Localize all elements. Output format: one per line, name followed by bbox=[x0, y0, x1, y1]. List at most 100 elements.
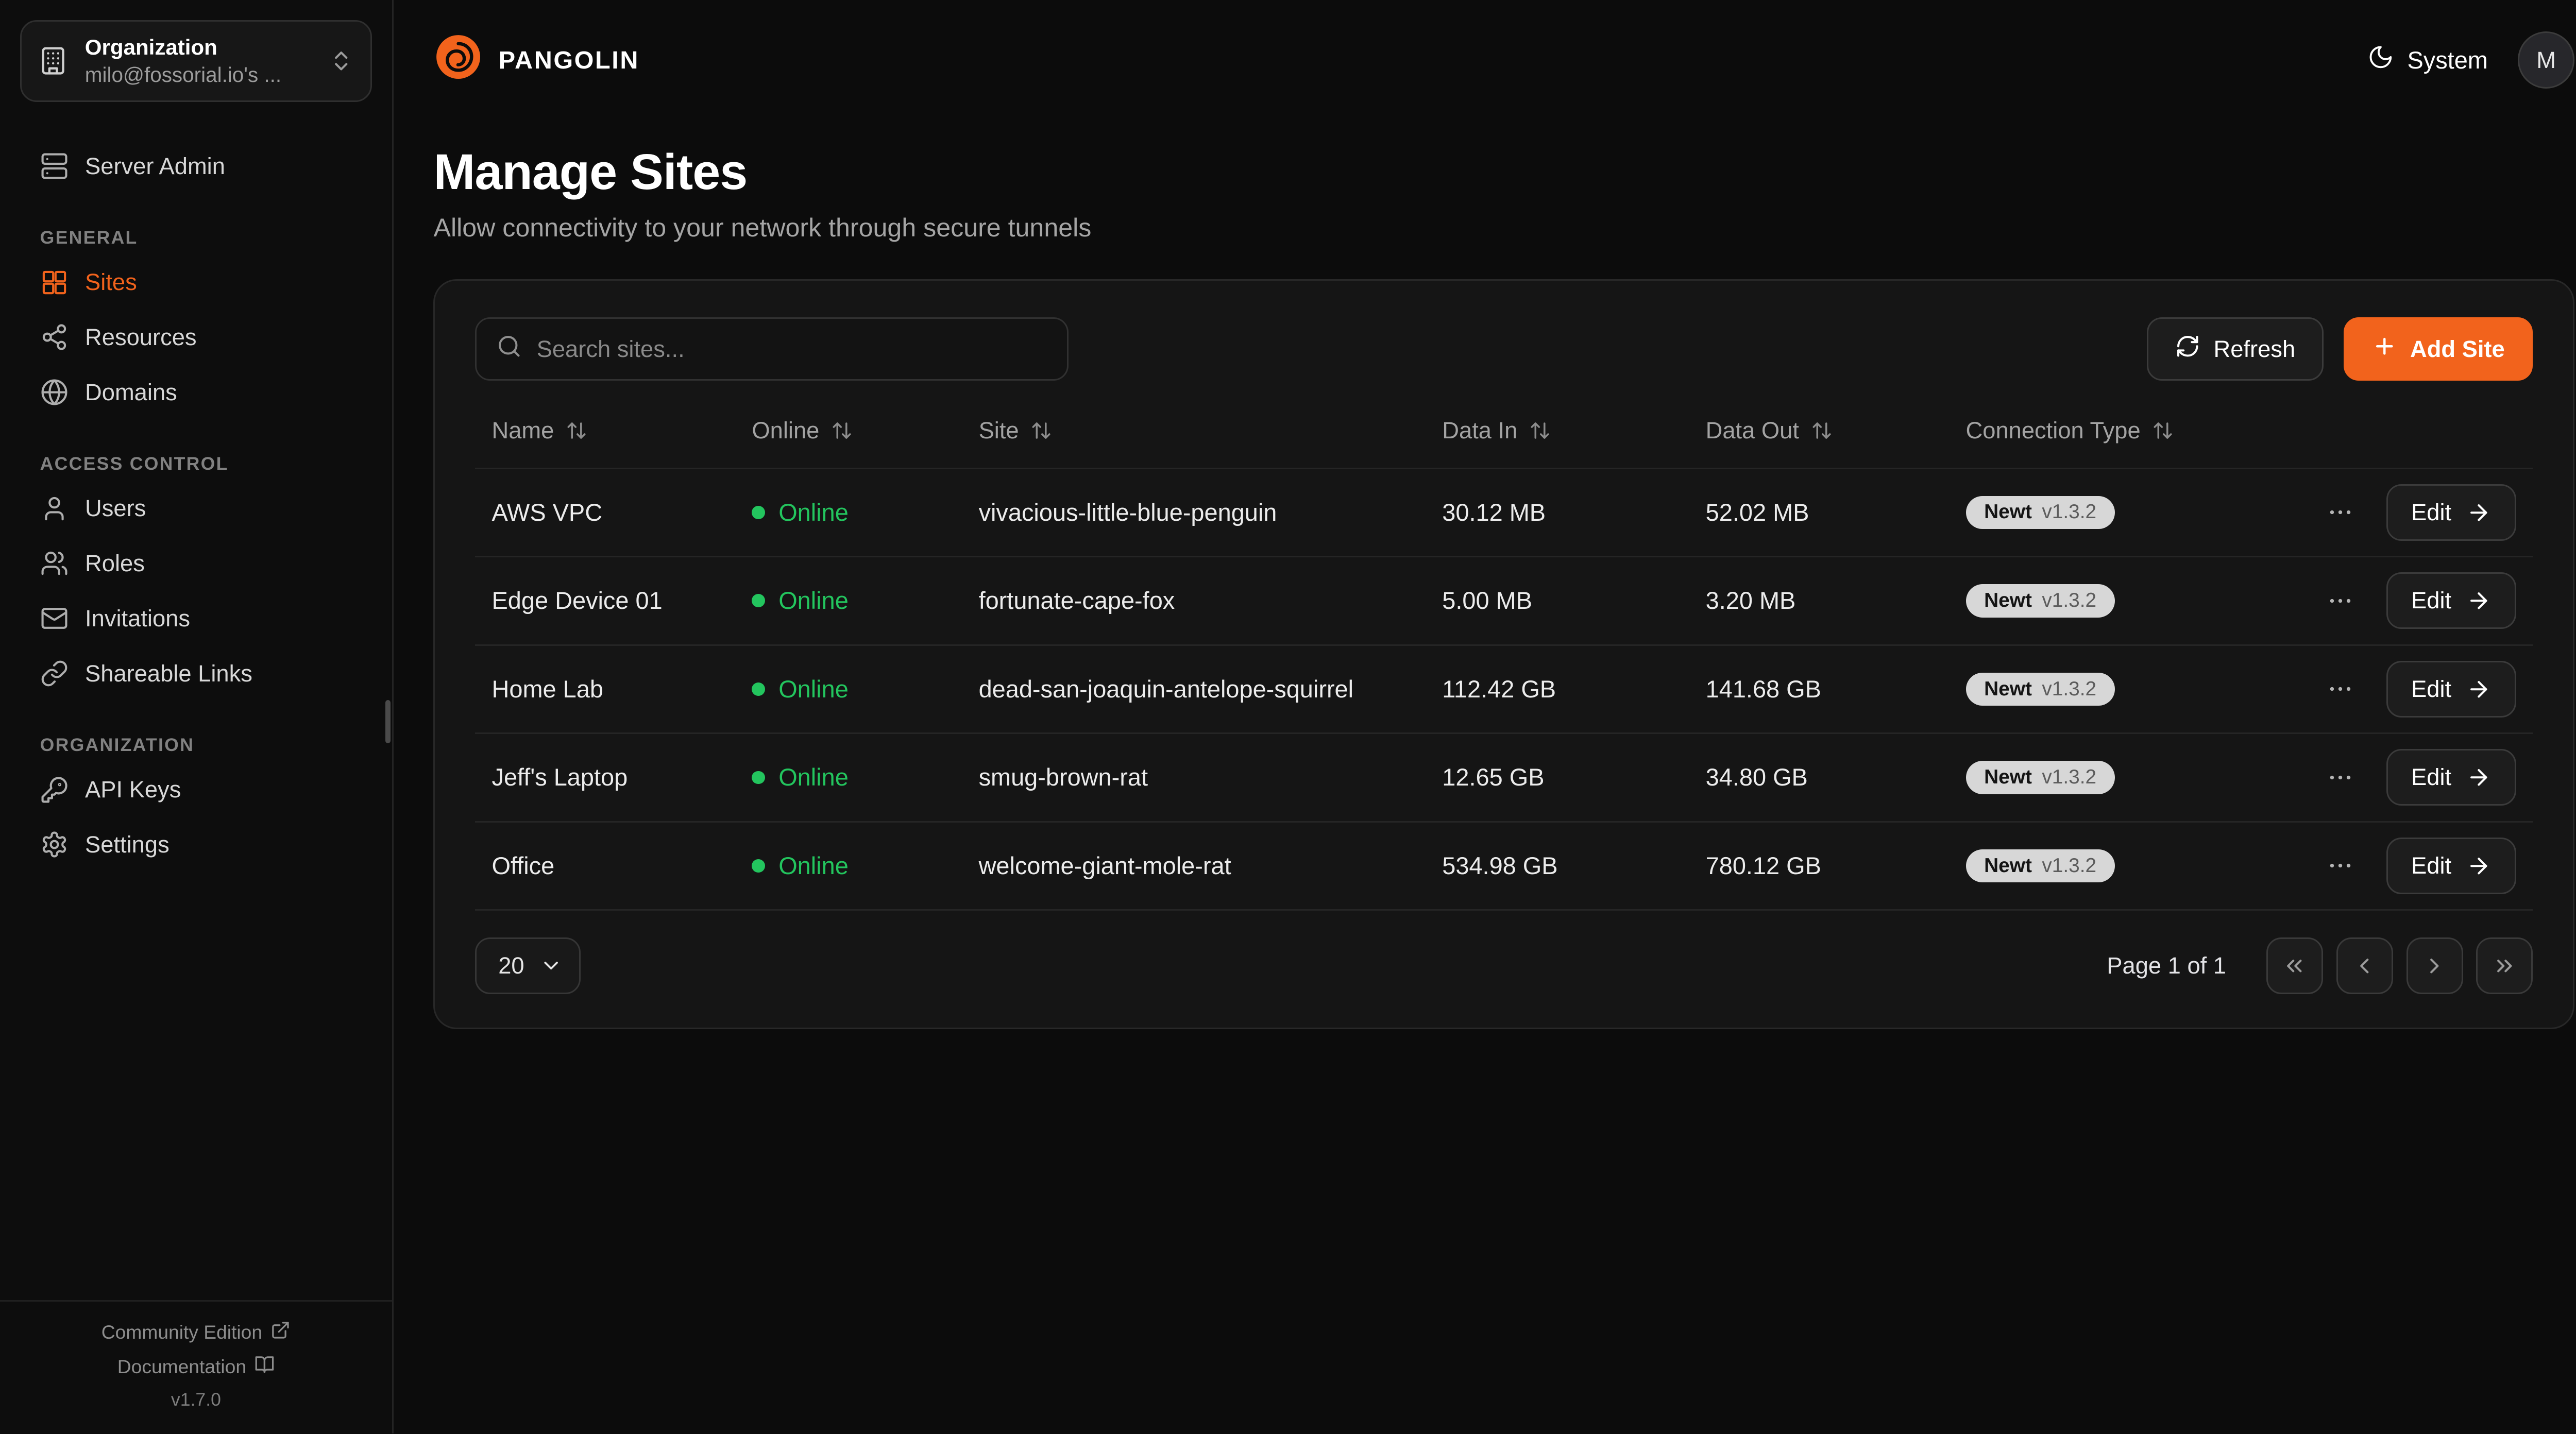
sidebar-item-sites[interactable]: Sites bbox=[0, 255, 392, 310]
edit-label: Edit bbox=[2411, 764, 2452, 791]
previous-page-button[interactable] bbox=[2336, 937, 2393, 995]
sidebar-scrollbar[interactable] bbox=[385, 700, 391, 744]
sidebar-item-label: Roles bbox=[85, 550, 145, 576]
sidebar-item-api-keys[interactable]: API Keys bbox=[0, 762, 392, 817]
theme-label: System bbox=[2407, 46, 2488, 74]
sort-icon bbox=[833, 422, 851, 439]
section-label-general: GENERAL bbox=[40, 227, 138, 248]
column-header-name[interactable]: Name bbox=[475, 417, 735, 444]
site-online-status: Online bbox=[735, 499, 962, 526]
row-menu-button[interactable] bbox=[2319, 757, 2361, 798]
documentation-label: Documentation bbox=[117, 1356, 247, 1378]
site-online-status: Online bbox=[735, 763, 962, 791]
sidebar-item-roles[interactable]: Roles bbox=[0, 536, 392, 591]
connection-name: Newt bbox=[1984, 766, 2032, 789]
site-slug: welcome-giant-mole-rat bbox=[978, 852, 1231, 879]
site-name: Jeff's Laptop bbox=[492, 764, 628, 791]
toolbar: Refresh Add Site bbox=[475, 317, 2533, 381]
first-page-button[interactable] bbox=[2266, 937, 2323, 995]
sites-card: Refresh Add Site Name Online bbox=[433, 279, 2575, 1029]
moon-icon bbox=[2367, 44, 2394, 76]
table-row: Edge Device 01 Online fortunate-cape-fox… bbox=[475, 556, 2533, 644]
column-label: Connection Type bbox=[1965, 417, 2141, 444]
site-online-status: Online bbox=[735, 675, 962, 703]
site-online-status: Online bbox=[735, 587, 962, 614]
org-texts: Organization milo@fossorial.io's ... bbox=[85, 35, 312, 87]
app-version: v1.7.0 bbox=[171, 1389, 221, 1410]
edit-button[interactable]: Edit bbox=[2386, 660, 2517, 718]
data-out-value: 3.20 MB bbox=[1705, 587, 1796, 614]
plus-icon bbox=[2372, 334, 2397, 365]
edit-button[interactable]: Edit bbox=[2386, 484, 2517, 541]
table-row: Home Lab Online dead-san-joaquin-antelop… bbox=[475, 644, 2533, 733]
online-dot bbox=[752, 682, 766, 696]
connection-type-cell: Newt v1.3.2 bbox=[1949, 496, 2282, 530]
sites-grid-icon bbox=[40, 268, 69, 297]
sidebar-item-users[interactable]: Users bbox=[0, 481, 392, 536]
row-menu-button[interactable] bbox=[2319, 491, 2361, 533]
theme-toggle-button[interactable]: System bbox=[2367, 44, 2488, 76]
sidebar-item-invitations[interactable]: Invitations bbox=[0, 591, 392, 646]
connection-version: v1.3.2 bbox=[2042, 854, 2097, 877]
sidebar-item-settings[interactable]: Settings bbox=[0, 817, 392, 872]
table-row: AWS VPC Online vivacious-little-blue-pen… bbox=[475, 467, 2533, 556]
sidebar-item-domains[interactable]: Domains bbox=[0, 365, 392, 420]
avatar[interactable]: M bbox=[2518, 31, 2575, 89]
row-menu-button[interactable] bbox=[2319, 845, 2361, 887]
arrow-right-icon bbox=[2470, 592, 2487, 609]
sidebar-item-label: Invitations bbox=[85, 605, 190, 631]
topbar-right: System M bbox=[2367, 31, 2575, 89]
connection-type-cell: Newt v1.3.2 bbox=[1949, 584, 2282, 618]
org-picker-value: milo@fossorial.io's ... bbox=[84, 63, 282, 87]
column-header-connection-type[interactable]: Connection Type bbox=[1949, 417, 2282, 444]
row-menu-button[interactable] bbox=[2319, 580, 2361, 622]
org-picker[interactable]: Organization milo@fossorial.io's ... bbox=[20, 20, 372, 103]
page-size-value: 20 bbox=[498, 952, 524, 979]
data-in-value: 534.98 GB bbox=[1442, 852, 1558, 879]
sidebar-item-shareable-links[interactable]: Shareable Links bbox=[0, 646, 392, 701]
site-slug: vivacious-little-blue-penguin bbox=[978, 499, 1277, 526]
connection-version: v1.3.2 bbox=[2042, 501, 2097, 523]
sidebar-item-resources[interactable]: Resources bbox=[0, 310, 392, 365]
resources-share-icon bbox=[40, 323, 69, 351]
column-header-online[interactable]: Online bbox=[735, 417, 962, 444]
page-size-select[interactable]: 20 bbox=[475, 937, 581, 995]
ellipsis-icon bbox=[2330, 599, 2351, 603]
sidebar-item-server-admin[interactable]: Server Admin bbox=[0, 139, 392, 194]
column-header-data-in[interactable]: Data In bbox=[1426, 417, 1689, 444]
data-in-value: 5.00 MB bbox=[1442, 587, 1532, 614]
online-dot bbox=[752, 859, 766, 873]
edit-label: Edit bbox=[2411, 675, 2452, 702]
row-actions: Edit bbox=[2282, 572, 2533, 629]
documentation-link[interactable]: Documentation bbox=[117, 1355, 275, 1379]
table-footer: 20 Page 1 of 1 bbox=[475, 937, 2533, 995]
mail-icon bbox=[40, 604, 69, 633]
community-edition-link[interactable]: Community Edition bbox=[101, 1320, 291, 1345]
connection-type-cell: Newt v1.3.2 bbox=[1949, 849, 2282, 883]
column-label: Online bbox=[752, 417, 820, 444]
column-header-site[interactable]: Site bbox=[962, 417, 1426, 444]
user-icon bbox=[40, 494, 69, 523]
section-label-organization: ORGANIZATION bbox=[40, 734, 195, 755]
last-page-button[interactable] bbox=[2476, 937, 2533, 995]
refresh-button[interactable]: Refresh bbox=[2147, 317, 2324, 381]
row-menu-button[interactable] bbox=[2319, 668, 2361, 710]
column-header-data-out[interactable]: Data Out bbox=[1689, 417, 1949, 444]
sidebar-item-label: Shareable Links bbox=[85, 660, 252, 687]
search-input[interactable] bbox=[536, 335, 1047, 363]
edit-button[interactable]: Edit bbox=[2386, 837, 2517, 894]
next-page-button[interactable] bbox=[2406, 937, 2463, 995]
users-icon bbox=[40, 549, 69, 577]
online-label: Online bbox=[778, 587, 849, 614]
column-label: Name bbox=[492, 417, 554, 444]
data-in-value: 112.42 GB bbox=[1442, 675, 1556, 703]
edit-button[interactable]: Edit bbox=[2386, 572, 2517, 629]
avatar-initial: M bbox=[2536, 46, 2556, 73]
row-actions: Edit bbox=[2282, 660, 2533, 718]
add-site-button[interactable]: Add Site bbox=[2343, 317, 2533, 381]
edit-button[interactable]: Edit bbox=[2386, 749, 2517, 806]
site-name: Edge Device 01 bbox=[492, 587, 663, 614]
table-row: Jeff's Laptop Online smug-brown-rat 12.6… bbox=[475, 732, 2533, 821]
connection-version: v1.3.2 bbox=[2042, 677, 2097, 700]
column-label: Data Out bbox=[1705, 417, 1799, 444]
